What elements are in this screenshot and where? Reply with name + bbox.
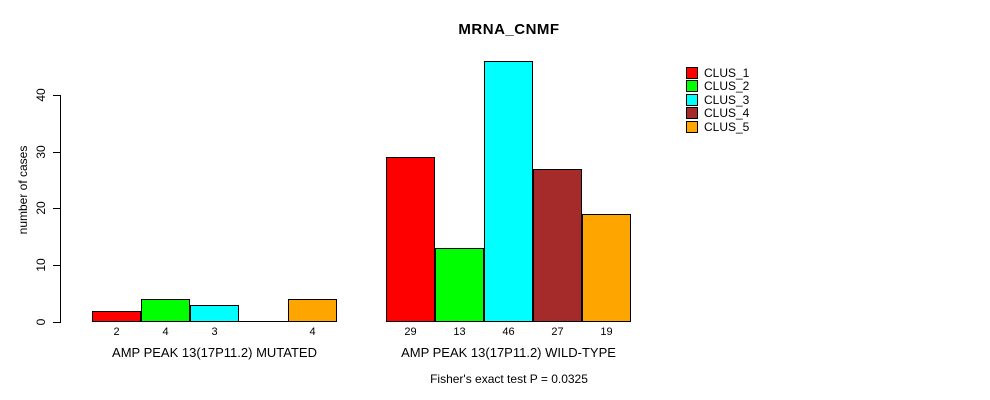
y-tick-label: 20 bbox=[34, 201, 48, 215]
group-label: AMP PEAK 13(17P11.2) MUTATED bbox=[112, 345, 317, 360]
bar bbox=[190, 305, 239, 322]
clus_3-color-swatch bbox=[686, 93, 698, 106]
bar-value-label: 29 bbox=[404, 326, 417, 338]
legend-label: CLUS_2 bbox=[704, 79, 750, 94]
clus_2-color-swatch bbox=[686, 80, 698, 93]
bar bbox=[288, 299, 337, 322]
bar bbox=[386, 157, 435, 322]
clus_4-color-swatch bbox=[686, 107, 698, 120]
bar-value-label: 3 bbox=[211, 326, 218, 338]
legend-item: CLUS_5 bbox=[686, 120, 749, 134]
legend-label: CLUS_3 bbox=[704, 92, 750, 107]
y-tick-label: 30 bbox=[34, 145, 48, 159]
bar-value-label: 2 bbox=[113, 326, 120, 338]
y-tick-mark bbox=[53, 265, 60, 266]
y-tick-mark bbox=[53, 95, 60, 96]
legend-label: CLUS_4 bbox=[704, 106, 750, 121]
bar bbox=[141, 299, 190, 322]
bar bbox=[484, 61, 533, 322]
group-label: AMP PEAK 13(17P11.2) WILD-TYPE bbox=[401, 345, 616, 360]
y-tick-mark bbox=[53, 208, 60, 209]
y-tick-mark bbox=[53, 152, 60, 153]
y-axis-line bbox=[60, 95, 61, 323]
bar bbox=[533, 169, 582, 322]
legend-item: CLUS_1 bbox=[686, 66, 749, 80]
clus_5-color-swatch bbox=[686, 120, 698, 133]
legend-label: CLUS_1 bbox=[704, 65, 750, 80]
chart-title: MRNA_CNMF bbox=[458, 21, 560, 38]
legend-label: CLUS_5 bbox=[704, 119, 750, 134]
bar-value-label: 46 bbox=[502, 326, 515, 338]
legend-item: CLUS_4 bbox=[686, 106, 750, 121]
bar bbox=[435, 248, 484, 322]
bar-value-label: 4 bbox=[162, 326, 169, 338]
clus_1-color-swatch bbox=[686, 66, 698, 79]
y-tick-label: 40 bbox=[34, 88, 48, 102]
y-tick-mark bbox=[53, 322, 60, 323]
legend: CLUS_1 CLUS_2 CLUS_3 CLUS_4 CLUS_5 bbox=[686, 66, 749, 134]
legend-item: CLUS_2 bbox=[686, 79, 750, 94]
bar-value-label: 19 bbox=[600, 326, 613, 338]
bar-zero bbox=[239, 321, 288, 322]
fisher-test-caption: Fisher's exact test P = 0.0325 bbox=[430, 372, 588, 386]
bar bbox=[92, 311, 141, 322]
bar-value-label: 27 bbox=[551, 326, 564, 338]
legend-item: CLUS_3 bbox=[686, 93, 749, 107]
bar-value-label: 13 bbox=[453, 326, 466, 338]
y-tick-label: 0 bbox=[34, 318, 48, 326]
y-tick-label: 10 bbox=[34, 258, 48, 272]
bar bbox=[582, 214, 631, 322]
bar-value-label: 4 bbox=[309, 326, 316, 338]
